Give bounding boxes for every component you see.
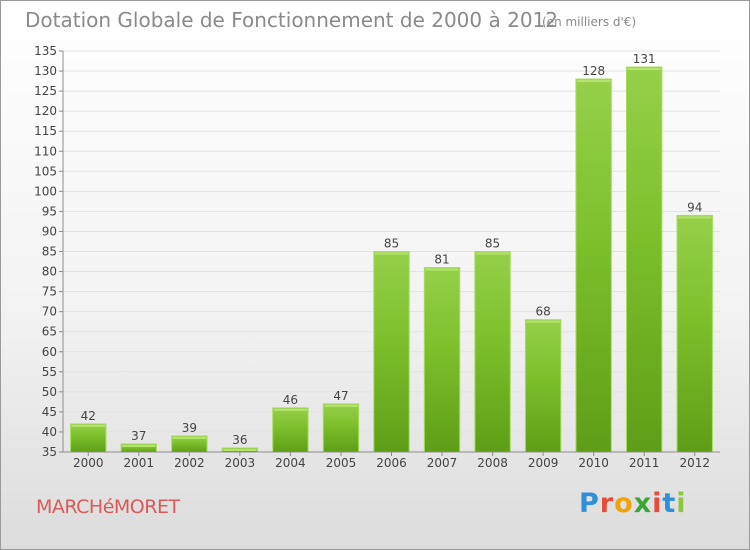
bar-highlight [223,448,257,451]
y-tick-label: 60 [42,345,57,359]
data-label: 42 [81,409,96,423]
y-tick-label: 45 [42,405,57,419]
data-label: 81 [434,253,449,267]
y-tick-label: 120 [34,104,57,118]
logo-letter: i [676,488,687,519]
y-tick-label: 35 [42,445,57,459]
bar-highlight [273,408,308,411]
y-tick-label: 95 [42,204,57,218]
bar-highlight [526,320,560,323]
y-tick-label: 135 [34,44,57,58]
data-label: 128 [582,64,605,78]
bar [70,423,107,453]
bar [322,403,360,453]
bar-highlight [576,80,611,83]
y-tick-label: 100 [34,184,57,198]
bar-layer: 42 37 39 36 46 47 85 81 85 68 128 131 94 [70,52,713,453]
bar-highlight [678,216,712,219]
data-label: 85 [384,237,399,251]
logo-letter: P [579,488,600,519]
proxiti-logo: Proxiti [579,488,687,519]
bar-highlight [122,444,156,447]
x-tick-label: 2012 [679,456,710,470]
x-tick-label: 2005 [326,456,357,470]
bar-highlight [475,252,510,255]
x-tick-label: 2010 [578,456,609,470]
y-tick-label: 70 [42,305,57,319]
y-tick-label: 110 [34,144,57,158]
data-label: 37 [131,429,146,443]
y-tick-label: 55 [42,365,57,379]
y-tick-label: 75 [42,285,57,299]
data-label: 36 [232,433,247,447]
x-tick-label: 2008 [477,456,508,470]
logo-letter: t [662,488,677,519]
bar [524,319,562,453]
data-label: 94 [687,200,702,214]
y-tick-label: 130 [34,64,57,78]
y-tick-label: 65 [42,325,57,339]
x-tick-label: 2007 [427,456,458,470]
bar-highlight [627,68,661,71]
data-label: 85 [485,237,500,251]
x-tick-label: 2001 [124,456,155,470]
x-tick-label: 2009 [528,456,559,470]
y-tick-label: 50 [42,385,57,399]
bar-highlight [172,436,207,439]
x-tick-label: 2002 [174,456,205,470]
data-label: 68 [535,305,550,319]
data-label: 131 [633,52,656,66]
bar-highlight [374,252,409,255]
y-tick-label: 125 [34,84,57,98]
y-tick-label: 105 [34,164,57,178]
y-tick-label: 90 [42,224,57,238]
x-tick-label: 2000 [73,456,104,470]
x-tick-label: 2003 [225,456,256,470]
logo-letter: o [614,488,634,519]
bar [272,407,309,453]
chart-unit-note: (en milliers d'€) [542,15,637,29]
data-label: 47 [333,389,348,403]
bar [423,267,461,453]
data-label: 39 [182,421,197,435]
y-tick-label: 80 [42,265,57,279]
commune-name: MARCHéMORET [36,496,180,518]
y-tick-label: 40 [42,425,57,439]
x-tick-label: 2006 [376,456,407,470]
axis-layer: 35 40 45 50 55 60 65 70 75 80 85 90 95 100 105 110 115 12… [34,44,720,470]
chart-title: Dotation Globale de Fonctionnement de 20… [25,8,558,32]
logo-letter: r [599,488,615,519]
bar [676,214,713,453]
logo-letter: x [633,488,653,519]
bar [626,66,663,453]
data-label: 46 [283,393,298,407]
bar-highlight [71,424,105,427]
bar-highlight [425,268,459,271]
bar-highlight [324,404,358,407]
bar [474,251,511,453]
logo-letter: i [652,488,663,519]
bar [373,251,410,453]
x-tick-label: 2004 [275,456,306,470]
y-tick-label: 115 [34,124,57,138]
bar [575,78,612,453]
y-tick-label: 85 [42,245,57,259]
x-tick-label: 2011 [629,456,660,470]
